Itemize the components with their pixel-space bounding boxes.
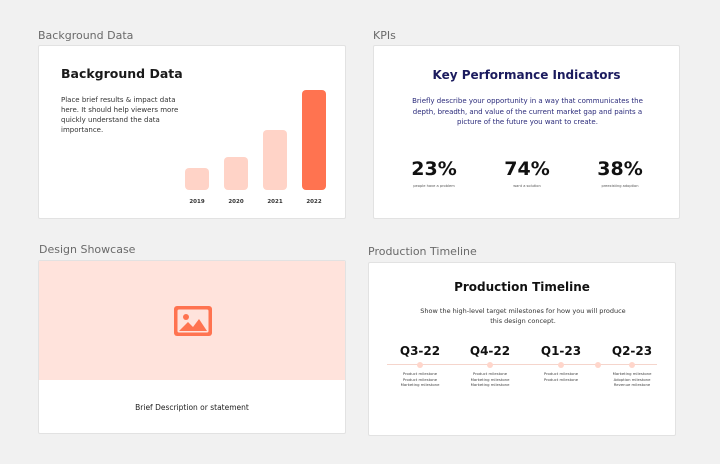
timeline-dot xyxy=(417,362,423,368)
timeline-dot xyxy=(487,362,493,368)
timeline-quarter: Q3-22 xyxy=(399,344,441,358)
milestone-item: Marketing milestone xyxy=(400,382,440,388)
timeline-quarter: Q2-23 xyxy=(611,344,653,358)
image-icon xyxy=(174,306,212,336)
kpis-frame[interactable]: Key Performance Indicators Briefly descr… xyxy=(373,45,680,219)
kpi-item: 74% want a solution xyxy=(487,158,567,188)
frame-label-background-data[interactable]: Background Data xyxy=(38,29,134,42)
milestone-item: Marketing milestone xyxy=(470,382,510,388)
timeline-column: Q3-22 Product milestone Product mileston… xyxy=(390,344,450,388)
milestone-item: Product milestone xyxy=(543,371,579,376)
kpi-label: preexisting adoption xyxy=(601,184,639,188)
milestone-item: Revenue milestone xyxy=(613,382,651,388)
timeline-dot xyxy=(558,362,564,368)
timeline-column: Q2-23 Marketing milestone Adoption miles… xyxy=(602,344,662,388)
chart-bar-2020 xyxy=(224,157,248,190)
chart-tick-label: 2019 xyxy=(189,199,205,205)
chart-bar-2021 xyxy=(263,130,287,190)
kpi-item: 23% people have a problem xyxy=(394,158,474,188)
timeline-title: Production Timeline xyxy=(454,280,590,294)
kpi-item: 38% preexisting adoption xyxy=(580,158,660,188)
milestone-item: Product milestone xyxy=(402,371,438,376)
background-data-frame[interactable]: Background Data Place brief results & im… xyxy=(38,45,346,219)
milestone-item: Marketing milestone xyxy=(612,371,652,376)
chart-tick-label: 2021 xyxy=(267,199,283,205)
frame-label-production-timeline[interactable]: Production Timeline xyxy=(368,245,477,258)
timeline-column: Q4-22 Product milestone Marketing milest… xyxy=(460,344,520,388)
milestone-item: Marketing milestone xyxy=(470,376,510,382)
timeline-quarter: Q1-23 xyxy=(540,344,582,358)
chart-bar-2022 xyxy=(302,90,326,190)
timeline-column: Q1-23 Product milestone Product mileston… xyxy=(531,344,591,382)
frame-label-design-showcase[interactable]: Design Showcase xyxy=(39,243,136,256)
production-timeline-frame[interactable]: Production Timeline Show the high-level … xyxy=(368,262,676,436)
showcase-image-placeholder xyxy=(39,261,345,380)
kpi-label: want a solution xyxy=(513,184,541,188)
kpis-description: Briefly describe your opportunity in a w… xyxy=(412,97,643,126)
chart-tick-label: 2020 xyxy=(228,199,244,205)
showcase-description: Brief Description or statement xyxy=(135,403,249,412)
timeline-line xyxy=(387,364,657,365)
background-data-description: Place brief results & impact data here. … xyxy=(61,96,179,134)
kpi-value: 74% xyxy=(504,158,550,180)
design-showcase-frame[interactable]: Brief Description or statement xyxy=(38,260,346,434)
timeline-dot xyxy=(595,362,601,368)
milestone-item: Adoption milestone xyxy=(613,376,651,382)
milestone-item: Product milestone xyxy=(402,376,438,382)
timeline-dot xyxy=(629,362,635,368)
chart-bar-2019 xyxy=(185,168,209,190)
background-data-title: Background Data xyxy=(61,66,183,81)
kpi-value: 23% xyxy=(411,158,457,180)
milestone-item: Product milestone xyxy=(472,371,508,376)
kpi-value: 38% xyxy=(597,158,643,180)
timeline-quarter: Q4-22 xyxy=(469,344,511,358)
timeline-description: Show the high-level target milestones fo… xyxy=(420,307,626,325)
frame-label-kpis[interactable]: KPIs xyxy=(373,29,396,42)
kpis-title: Key Performance Indicators xyxy=(432,68,621,82)
chart-tick-label: 2022 xyxy=(306,199,322,205)
milestone-item: Product milestone xyxy=(543,376,579,382)
kpi-label: people have a problem xyxy=(413,184,455,188)
